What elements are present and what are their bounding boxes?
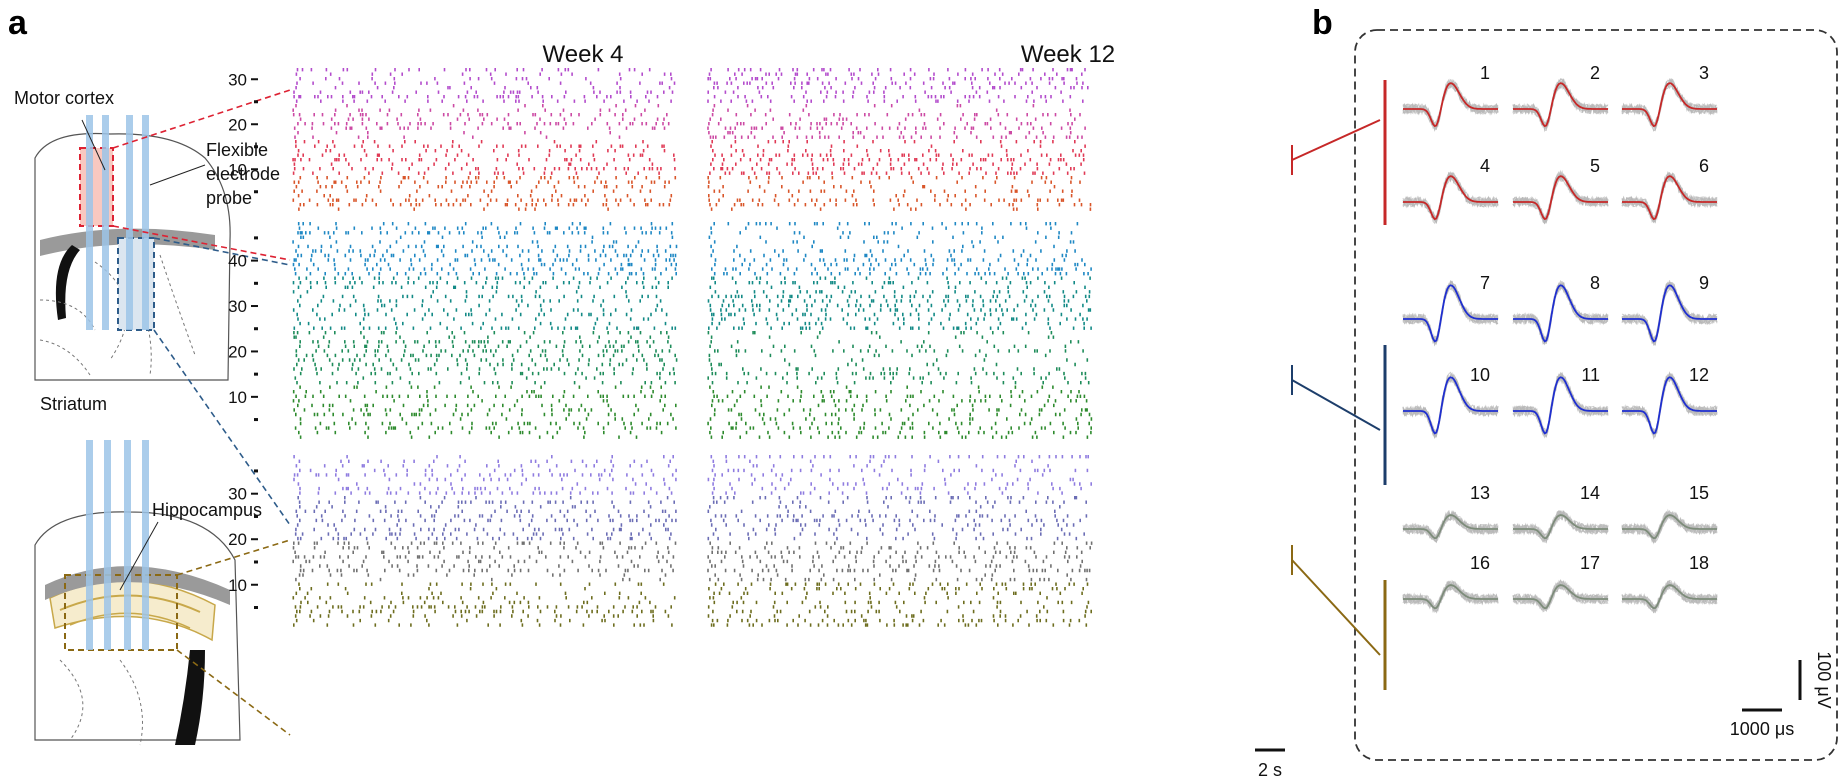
unit-label: 14 [1580,483,1600,503]
striatum-label: Striatum [40,394,107,414]
unit-label: 3 [1699,63,1709,83]
unit-label: 18 [1689,553,1709,573]
raster-tick-label: 20 [228,342,247,361]
probe-label-line3: probe [206,188,252,208]
probe-label-line1: Flexible [206,140,268,160]
probe-label-line2: electrode [206,164,280,184]
time-scale-label-waveform: 1000 μs [1730,719,1794,739]
unit-label: 5 [1590,156,1600,176]
motor-cortex-label: Motor cortex [14,88,114,108]
unit-label: 17 [1580,553,1600,573]
zoom-guides [112,89,291,736]
raster-tick-label: 10 [228,160,247,179]
raster-title-week12: Week 12 [1021,41,1115,68]
unit-label: 16 [1470,553,1490,573]
panel-b-label: b [1312,4,1333,42]
brain-schematic-top [34,115,231,381]
time-scale-label: 2 s [1258,760,1282,780]
unit-label: 12 [1689,365,1709,385]
unit-label: 4 [1480,156,1490,176]
panel-a-label: a [8,4,28,42]
spike-raster: 30 20 10 40 30 20 10 30 20 10 [228,68,1093,627]
group-connectors [1291,119,1381,656]
raster-tick-label: 10 [228,576,247,595]
raster-tick-label: 30 [228,297,247,316]
raster-title-week4: Week 4 [543,41,624,68]
unit-label: 15 [1689,483,1709,503]
raster-tick-label: 10 [228,388,247,407]
unit-label: 9 [1699,273,1709,293]
hippocampus-label: Hippocampus [152,500,262,520]
unit-label: 8 [1590,273,1600,293]
unit-label: 11 [1581,365,1600,385]
panel-b-frame [1354,29,1838,761]
brain-schematic-bottom [34,440,241,746]
unit-label: 6 [1699,156,1709,176]
unit-label: 13 [1470,483,1490,503]
unit-label: 7 [1480,273,1490,293]
raster-tick-label: 40 [228,252,247,271]
unit-label: 10 [1470,365,1490,385]
voltage-scale-label: 100 μV [1814,651,1834,708]
raster-tick-label: 30 [228,485,247,504]
raster-tick-label: 20 [228,115,247,134]
unit-label: 1 [1480,63,1490,83]
raster-tick-label: 20 [228,530,247,549]
raster-tick-label: 30 [228,70,247,89]
unit-label: 2 [1590,63,1600,83]
